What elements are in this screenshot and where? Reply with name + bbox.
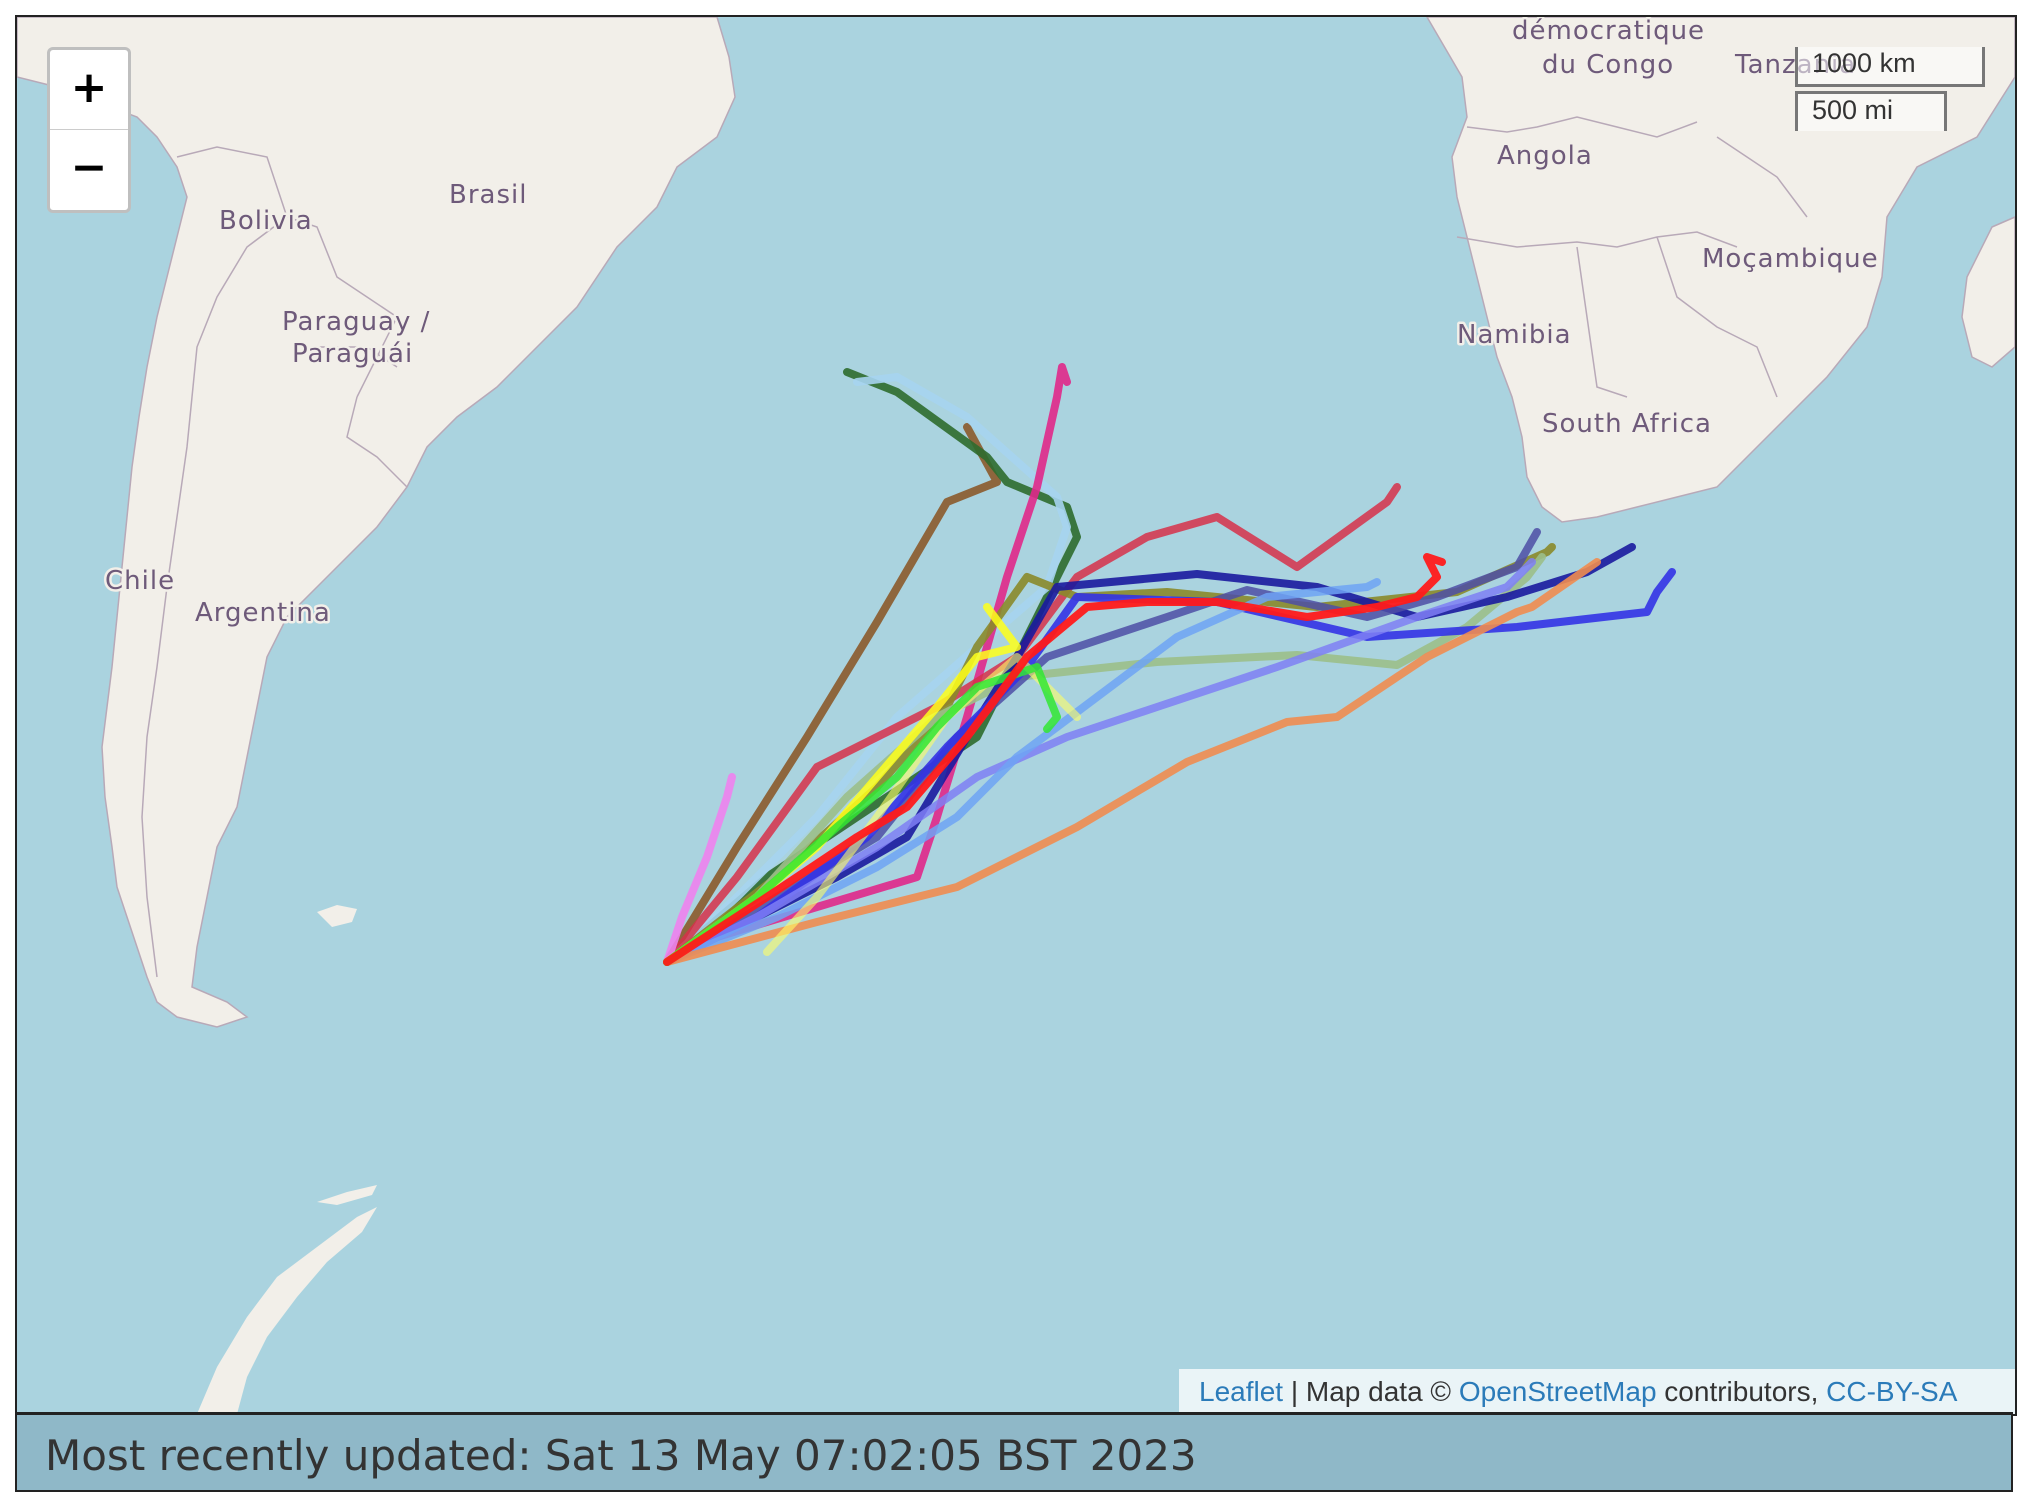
- africa-borders: [1456, 116, 1808, 398]
- label-argentina: Argentina: [195, 598, 331, 628]
- track-red: [663, 553, 1446, 966]
- map-container[interactable]: démocratique du Congo Tanzania Angola Mo…: [15, 15, 2017, 1416]
- label-namibia: Namibia: [1457, 320, 1572, 350]
- label-paraguay-1: Paraguay /: [282, 307, 430, 337]
- label-south-africa: South Africa: [1542, 409, 1712, 439]
- track-sage: [663, 553, 1546, 966]
- south-america-borders: [141, 146, 408, 978]
- attribution-contributors: contributors,: [1656, 1376, 1827, 1407]
- scale-bar-mi: 500 mi: [1795, 91, 1947, 131]
- openstreetmap-link[interactable]: OpenStreetMap: [1458, 1376, 1657, 1407]
- south-shetland: [317, 1185, 377, 1205]
- map-attribution: Leaflet | Map data © OpenStreetMap contr…: [1179, 1369, 2015, 1414]
- label-congo-1: démocratique: [1512, 17, 1705, 46]
- falklands: [317, 905, 357, 927]
- zoom-in-button[interactable]: +: [50, 50, 128, 130]
- scale-bar-km: 1000 km: [1795, 47, 1985, 87]
- last-updated-text: Most recently updated: Sat 13 May 07:02:…: [45, 1431, 1197, 1480]
- status-bar: Most recently updated: Sat 13 May 07:02:…: [15, 1412, 2013, 1492]
- track-cornflower: [663, 578, 1381, 966]
- track-brown: [663, 423, 1001, 966]
- label-congo-2: du Congo: [1542, 50, 1674, 80]
- label-mozambique: Moçambique: [1702, 244, 1879, 274]
- map-canvas[interactable]: démocratique du Congo Tanzania Angola Mo…: [17, 17, 2015, 1414]
- trajectory-tracks: [663, 363, 1676, 966]
- track-green: [663, 663, 1061, 966]
- label-angola: Angola: [1497, 141, 1593, 171]
- track-violet: [663, 773, 736, 966]
- label-bolivia: Bolivia: [219, 206, 313, 236]
- attribution-separator: | Map data ©: [1283, 1376, 1459, 1407]
- label-paraguay-2: Paraguái: [292, 339, 413, 369]
- africa-landmass: [1426, 17, 2015, 523]
- leaflet-link[interactable]: Leaflet: [1199, 1376, 1284, 1407]
- label-chile: Chile: [105, 566, 175, 596]
- license-link[interactable]: CC-BY-SA: [1826, 1376, 1958, 1407]
- antarctic-peninsula: [197, 1207, 377, 1414]
- madagascar: [1961, 216, 2015, 368]
- track-crimson: [663, 483, 1401, 966]
- track-periwinkle: [663, 558, 1536, 966]
- label-brasil: Brasil: [449, 180, 527, 210]
- zoom-out-button[interactable]: −: [70, 142, 108, 193]
- south-america-landmass: [17, 17, 736, 1028]
- track-orange: [663, 558, 1601, 966]
- zoom-control: + −: [47, 47, 131, 213]
